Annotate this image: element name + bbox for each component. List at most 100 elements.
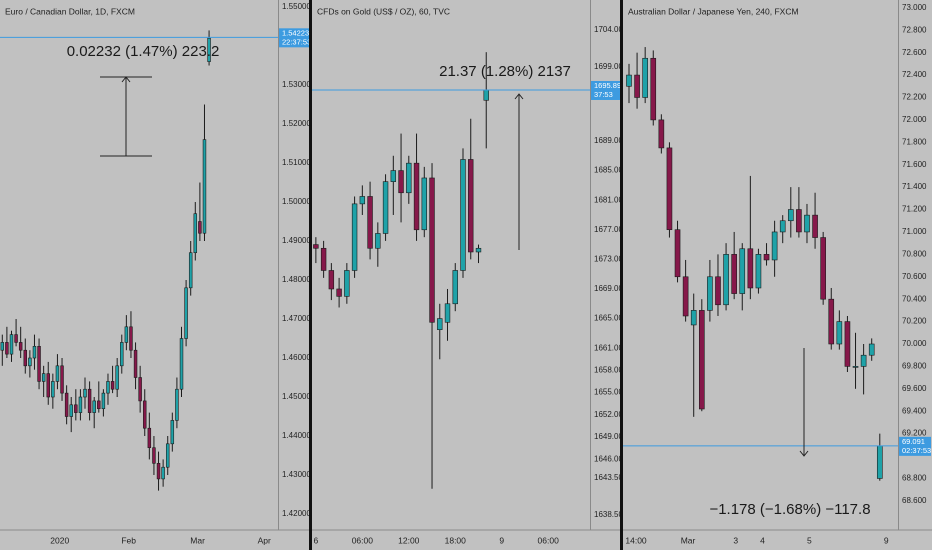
candle-body [820, 237, 826, 300]
candle-body [170, 420, 175, 445]
candle-body [382, 181, 389, 234]
candle-body [328, 270, 335, 290]
x-tick-label: 4 [760, 535, 765, 545]
candle-body [626, 74, 632, 87]
y-tick-label: 1.50000 [282, 197, 311, 206]
chart-title: CFDs on Gold (US$ / OZ), 60, TVC [317, 6, 450, 16]
measure-annotation: 0.02232 (1.47%) 223.2 [67, 43, 220, 60]
candle-body [5, 342, 9, 355]
candle-body [120, 342, 124, 367]
y-tick-label: 1643.50 [594, 473, 623, 482]
panel-separator [620, 0, 623, 550]
candle-body [110, 381, 115, 390]
candle-body [193, 213, 198, 254]
candle-body [475, 247, 482, 253]
y-tick-label: 72.600 [902, 48, 927, 57]
candle-body [320, 247, 327, 271]
candle-body [23, 349, 27, 367]
y-tick-label: 1.46000 [282, 353, 311, 362]
y-tick-label: 1.45000 [282, 392, 311, 401]
candle-body [124, 326, 129, 343]
candle-body [359, 196, 366, 205]
candle-body [14, 334, 18, 343]
candle-body [92, 400, 96, 413]
y-tick-label: 1704.00 [594, 25, 623, 34]
x-tick-label: 14:00 [625, 535, 647, 545]
candle-body [444, 303, 451, 323]
y-tick-label: 1.51000 [282, 158, 311, 167]
measure-arrow [799, 450, 809, 457]
candle-body [351, 203, 358, 271]
x-tick-label: 5 [807, 535, 812, 545]
candle-body [828, 298, 835, 345]
candle-body [184, 287, 188, 339]
countdown-label: 22:37:53 [282, 37, 311, 46]
candle-body [207, 37, 211, 62]
candle-body [9, 334, 14, 355]
y-tick-label: 72.800 [902, 25, 927, 34]
candle-body [779, 220, 786, 233]
last-price-box [279, 28, 311, 48]
x-tick-label: 2020 [50, 535, 69, 545]
candle-body [69, 404, 73, 417]
candle-body [812, 214, 818, 238]
candle-body [0, 342, 5, 351]
candle-body [129, 326, 133, 351]
y-tick-label: 69.800 [902, 362, 927, 371]
y-tick-label: 1689.00 [594, 136, 623, 145]
candle-body [674, 229, 681, 278]
y-tick-label: 1661.00 [594, 343, 623, 352]
candle-body [868, 343, 875, 356]
y-tick-label: 1638.50 [594, 510, 623, 519]
y-tick-label: 71.200 [902, 205, 927, 214]
y-tick-label: 1.44000 [282, 431, 311, 440]
candle-body [860, 354, 867, 367]
y-tick-label: 1.48000 [282, 275, 311, 284]
x-tick-label: Mar [190, 535, 205, 545]
y-tick-label: 70.400 [902, 294, 927, 303]
candle-body [344, 270, 350, 297]
candle-body [115, 365, 119, 390]
chart-title: Euro / Canadian Dollar, 1D, FXCM [5, 6, 135, 16]
candle-body [468, 159, 474, 253]
last-price-box [591, 80, 623, 100]
y-tick-label: 1.49000 [282, 236, 311, 245]
candle-body [152, 447, 156, 464]
candle-body [375, 233, 381, 249]
candle-body [106, 381, 110, 394]
candle-body [747, 248, 754, 289]
x-tick-label: Mar [681, 535, 696, 545]
chart-panel: Euro / Canadian Dollar, 1D, FXCM 1.55000 1… [0, 2, 311, 545]
candle-body [483, 89, 489, 101]
candle-body [367, 196, 373, 249]
y-tick-label: 70.800 [902, 249, 927, 258]
y-tick-label: 1681.00 [594, 195, 623, 204]
chart-panel: Australian Dollar / Japanese Yen, 240, F… [623, 3, 931, 545]
candle-body [46, 373, 50, 398]
candle-body [787, 209, 794, 222]
y-tick-label: 69.600 [902, 384, 927, 393]
measure-arrow [121, 76, 131, 83]
y-tick-label: 1.43000 [282, 470, 311, 479]
candle-body [452, 270, 458, 305]
y-tick-label: 1.47000 [282, 314, 311, 323]
candle-body [51, 381, 55, 398]
candle-body [336, 288, 342, 297]
candle-body [763, 254, 770, 261]
candle-body [642, 57, 648, 98]
candle-body [198, 221, 202, 234]
last-price-box [899, 436, 931, 456]
x-tick-label: 6 [314, 535, 319, 545]
candle-body [138, 377, 142, 402]
candle-body [421, 177, 427, 231]
y-tick-label: 72.200 [902, 93, 927, 102]
candle-body [74, 404, 78, 413]
candle-body [398, 170, 404, 194]
candle-body [37, 346, 41, 382]
y-tick-label: 1649.00 [594, 432, 623, 441]
y-tick-label: 1685.00 [594, 166, 623, 175]
y-tick-label: 69.200 [902, 429, 927, 438]
panel-separator [309, 0, 312, 550]
y-tick-label: 1655.00 [594, 388, 623, 397]
